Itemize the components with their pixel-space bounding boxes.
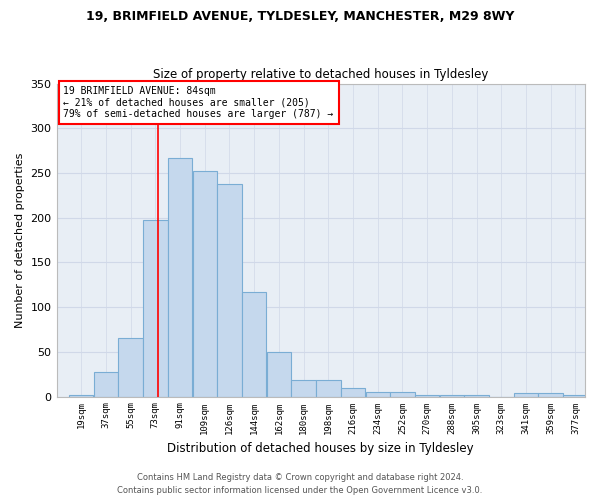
Bar [118, 338, 143, 396]
Bar [242, 292, 266, 397]
Text: 19 BRIMFIELD AVENUE: 84sqm
← 21% of detached houses are smaller (205)
79% of sem: 19 BRIMFIELD AVENUE: 84sqm ← 21% of deta… [64, 86, 334, 120]
X-axis label: Distribution of detached houses by size in Tyldesley: Distribution of detached houses by size … [167, 442, 474, 455]
Bar [464, 395, 489, 396]
Bar [563, 395, 587, 396]
Bar [292, 380, 316, 396]
Bar [415, 395, 439, 396]
Bar [390, 392, 415, 396]
Bar [341, 388, 365, 396]
Bar [365, 392, 390, 396]
Bar [538, 393, 563, 396]
Bar [217, 184, 242, 396]
Text: Contains HM Land Registry data © Crown copyright and database right 2024.
Contai: Contains HM Land Registry data © Crown c… [118, 474, 482, 495]
Bar [168, 158, 193, 396]
Y-axis label: Number of detached properties: Number of detached properties [15, 152, 25, 328]
Bar [193, 171, 217, 396]
Title: Size of property relative to detached houses in Tyldesley: Size of property relative to detached ho… [153, 68, 488, 81]
Bar [440, 395, 464, 396]
Text: 19, BRIMFIELD AVENUE, TYLDESLEY, MANCHESTER, M29 8WY: 19, BRIMFIELD AVENUE, TYLDESLEY, MANCHES… [86, 10, 514, 23]
Bar [266, 352, 291, 397]
Bar [514, 393, 538, 396]
Bar [69, 395, 94, 396]
Bar [316, 380, 341, 396]
Bar [94, 372, 118, 396]
Bar [143, 220, 167, 396]
